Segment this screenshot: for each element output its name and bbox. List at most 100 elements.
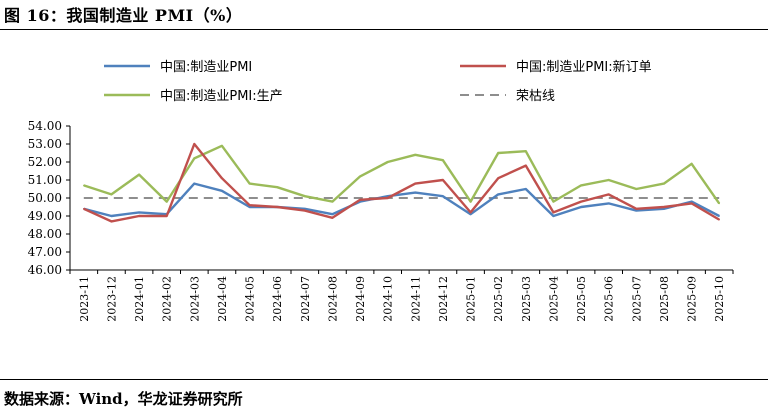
data-point (525, 188, 527, 190)
data-point (248, 182, 251, 185)
data-point (497, 152, 499, 154)
x-tick-label: 2024-08 (326, 276, 339, 322)
data-point (193, 182, 196, 185)
data-point (193, 157, 196, 160)
data-point (663, 208, 665, 210)
data-point (110, 193, 113, 196)
data-point (690, 202, 693, 205)
data-point (359, 175, 361, 178)
data-point (607, 179, 610, 181)
x-tick-label: 2024-11 (409, 276, 422, 322)
x-tick-label: 2025-10 (713, 276, 726, 322)
data-point (635, 208, 638, 210)
x-tick-label: 2023-11 (78, 276, 91, 322)
data-point (497, 177, 499, 179)
data-point (552, 200, 555, 203)
y-tick-label: 53.00 (28, 137, 62, 151)
data-point (304, 195, 306, 197)
x-tick-label: 2025-06 (603, 276, 616, 322)
y-tick-label: 52.00 (28, 155, 62, 169)
data-point (83, 184, 85, 187)
data-point (276, 186, 278, 188)
y-tick-label: 50.00 (28, 191, 62, 205)
y-tick-label: 49.00 (28, 209, 62, 223)
x-tick-label: 2025-08 (658, 276, 671, 322)
data-point (386, 197, 389, 199)
data-point (469, 211, 472, 214)
data-point (165, 200, 168, 203)
legend-label-0: 中国:制造业PMI (160, 60, 252, 75)
data-point (414, 182, 417, 185)
x-tick-label: 2024-12 (437, 276, 450, 322)
x-tick-label: 2024-01 (133, 276, 146, 322)
x-tick-label: 2025-04 (547, 276, 560, 322)
data-point (221, 145, 223, 147)
data-point (718, 218, 720, 221)
data-point (304, 208, 306, 210)
y-tick-label: 54.00 (28, 119, 62, 133)
series-lines (83, 142, 721, 223)
data-point (580, 184, 582, 187)
data-point (718, 215, 720, 217)
data-point (690, 200, 693, 203)
y-axis-ticks: 46.00 47.00 48.00 49.00 50.00 51.00 52.00 53.00… (28, 119, 70, 277)
data-point (83, 208, 85, 210)
data-point (469, 213, 472, 215)
data-point (165, 215, 168, 217)
legend-label-2: 中国:制造业PMI:生产 (160, 89, 283, 104)
data-point (331, 200, 334, 203)
data-point (248, 204, 251, 206)
x-tick-label: 2025-01 (465, 276, 478, 322)
y-tick-label: 51.00 (28, 173, 62, 187)
data-point (663, 206, 665, 208)
data-point (331, 217, 334, 219)
x-axis-ticks: 2023-11 2023-12 2024-01 2024-02 2024-03 2024-… (69, 270, 734, 322)
x-tick-label: 2024-04 (216, 276, 229, 322)
x-tick-label: 2025-09 (686, 276, 699, 322)
series-line-0 (83, 182, 720, 218)
data-point (442, 179, 444, 181)
legend-label-3: 荣枯线 (516, 89, 555, 104)
data-point (138, 173, 140, 176)
figure-title: 图 16：我国制造业 PMI（%） (4, 6, 243, 25)
data-point (607, 202, 610, 205)
data-point (552, 215, 555, 217)
legend-label-1: 中国:制造业PMI:新订单 (516, 59, 652, 75)
x-tick-label: 2024-03 (188, 276, 201, 322)
data-point (525, 164, 527, 167)
series-line-1 (83, 142, 720, 223)
data-point (690, 163, 693, 165)
title-divider (0, 29, 768, 30)
data-point (414, 191, 417, 194)
x-tick-label: 2025-02 (492, 276, 505, 322)
data-point (331, 213, 334, 215)
data-point (138, 215, 140, 217)
x-tick-label: 2025-05 (575, 276, 588, 322)
x-tick-label: 2024-09 (354, 276, 367, 322)
x-tick-label: 2024-05 (244, 276, 257, 322)
series-line-2 (83, 144, 721, 205)
data-point (469, 200, 472, 203)
data-point (110, 215, 113, 217)
data-point (635, 188, 638, 190)
data-point (607, 193, 610, 196)
data-point (276, 206, 278, 208)
x-tick-label: 2024-06 (271, 276, 284, 322)
data-point (635, 209, 638, 212)
y-tick-label: 48.00 (28, 227, 62, 241)
data-point (304, 209, 306, 212)
data-point (414, 154, 417, 156)
data-point (663, 182, 665, 185)
y-tick-label: 46.00 (28, 263, 62, 277)
x-tick-label: 2023-12 (105, 276, 118, 322)
data-point (221, 190, 223, 192)
data-point (221, 177, 223, 179)
data-point (497, 193, 499, 196)
data-point (442, 159, 444, 161)
data-point (138, 211, 140, 214)
data-point (248, 206, 251, 208)
source-divider (0, 379, 768, 380)
x-tick-label: 2025-03 (520, 276, 533, 322)
data-point (359, 199, 361, 201)
